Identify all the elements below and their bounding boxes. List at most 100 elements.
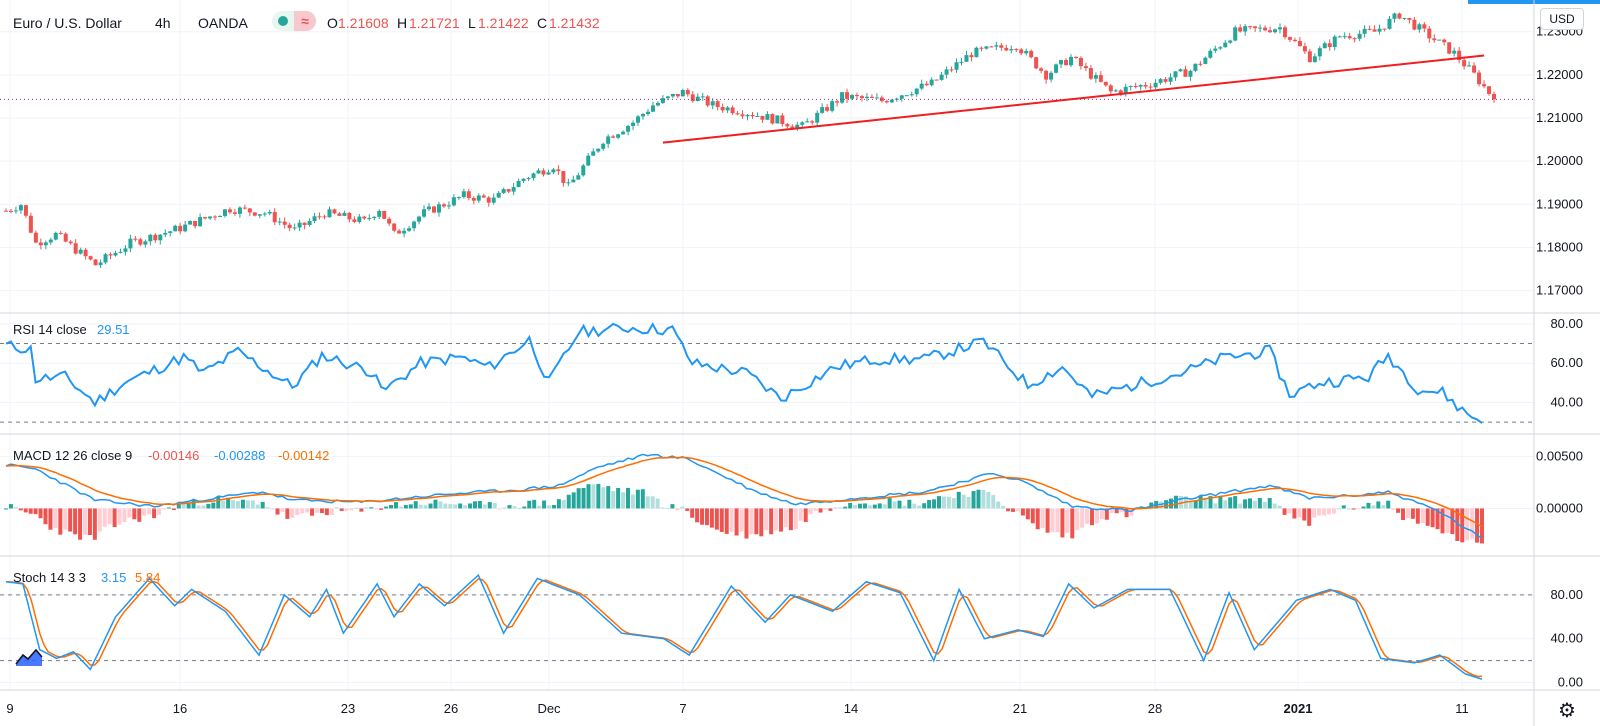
macd-histogram-bar: [586, 484, 591, 509]
candle-body: [1422, 24, 1427, 29]
visibility-toggle[interactable]: ≈: [272, 11, 316, 31]
macd-histogram-bar: [1361, 506, 1366, 509]
candle-body: [436, 204, 441, 213]
macd-histogram-bar: [472, 501, 477, 509]
candle-body: [884, 101, 889, 103]
macd-histogram-bar: [917, 505, 922, 509]
ohlc-high-label: H: [397, 15, 407, 31]
candle-body: [417, 216, 422, 222]
candle-body: [377, 210, 382, 217]
candle-body: [879, 97, 884, 102]
macd-histogram-bar: [23, 508, 28, 513]
candle-body: [1153, 82, 1158, 88]
macd-histogram-bar: [364, 507, 369, 509]
time-axis[interactable]: 9 16 23 26 Dec 7 14 21 28 2021 11: [6, 701, 1468, 716]
macd-histogram-bar: [157, 508, 162, 515]
macd-histogram-bar: [433, 499, 438, 509]
candle-body: [1118, 90, 1123, 94]
macd-histogram-bar: [1011, 508, 1016, 512]
candle-body: [1462, 60, 1467, 67]
macd-histogram-bar: [695, 508, 700, 523]
macd-histogram-bar: [621, 492, 626, 509]
macd-histogram-bar: [537, 505, 542, 509]
candle-body: [1447, 42, 1452, 54]
price-pane[interactable]: [0, 12, 1534, 268]
macd-histogram-bar: [956, 491, 961, 509]
price-axes[interactable]: 1.17000 1.18000 1.19000 1.20000 1.21000 1.220…: [1536, 24, 1583, 690]
candle-body: [1158, 79, 1163, 83]
candle-body: [1492, 93, 1496, 100]
candle-body: [511, 187, 516, 192]
candle-body: [402, 230, 407, 234]
candle-body: [1213, 48, 1218, 51]
time-tick-label: 2021: [1284, 701, 1313, 716]
candle-body: [606, 136, 611, 144]
candle-body: [1402, 17, 1407, 19]
candle-body: [1278, 27, 1283, 30]
ohlc-open-value: 1.21608: [338, 15, 389, 31]
macd-histogram-bar: [310, 508, 315, 516]
macd-histogram-bar: [443, 503, 448, 509]
macd-histogram-bar: [418, 504, 423, 509]
macd-histogram-bar: [166, 507, 171, 509]
macd-pane[interactable]: [4, 453, 1484, 544]
macd-histogram-bar: [1287, 508, 1292, 514]
candle-body: [645, 111, 650, 115]
candle-body: [461, 191, 466, 198]
macd-histogram-bar: [1326, 508, 1331, 515]
candle-body: [78, 249, 83, 254]
candle-body: [1019, 49, 1024, 54]
macd-histogram-bar: [991, 495, 996, 509]
macd-histogram-bar: [73, 508, 78, 535]
candle-body: [1377, 28, 1382, 32]
candle-body: [571, 179, 576, 183]
candle-body: [631, 122, 636, 127]
candle-body: [138, 239, 143, 245]
macd-histogram-bar: [324, 508, 329, 516]
candle-body: [795, 124, 800, 128]
candle-body: [1014, 49, 1019, 51]
candle-body: [1317, 48, 1322, 57]
macd-histogram-bar: [1410, 508, 1415, 519]
candle-body: [899, 95, 904, 99]
currency-badge[interactable]: USD: [1540, 8, 1584, 30]
macd-histogram-bar: [423, 505, 428, 509]
candle-body: [1034, 57, 1039, 69]
macd-histogram-bar: [547, 505, 552, 509]
broker-label: OANDA: [198, 15, 248, 31]
settings-gear-icon[interactable]: ⚙: [1558, 700, 1576, 722]
stoch-pane[interactable]: [0, 573, 1534, 680]
macd-histogram-bar: [996, 501, 1001, 509]
candle-body: [954, 62, 959, 70]
macd-histogram-bar: [1075, 508, 1080, 531]
tradingview-logo-icon[interactable]: [14, 644, 44, 670]
macd-histogram-bar: [670, 504, 675, 509]
macd-histogram-bar: [43, 508, 48, 525]
wave-icon[interactable]: ≈: [294, 11, 316, 31]
macd-histogram-bar: [1030, 508, 1035, 524]
macd-histogram-bar: [117, 508, 122, 525]
macd-histogram-bar: [714, 508, 719, 530]
macd-histogram-bar: [1243, 499, 1248, 509]
candle-body: [805, 121, 810, 123]
candle-body: [680, 89, 685, 97]
candle-body: [934, 79, 939, 81]
macd-histogram-bar: [186, 503, 191, 509]
candle-body: [561, 171, 566, 184]
rsi-pane[interactable]: [0, 322, 1534, 424]
macd-histogram-bar: [176, 504, 181, 509]
candle-body: [785, 124, 790, 127]
eye-dot-icon[interactable]: [272, 11, 294, 31]
candle-body: [994, 45, 999, 47]
candle-body: [705, 96, 710, 106]
macd-histogram-bar: [236, 501, 241, 509]
candle-body: [780, 115, 785, 125]
candle-body: [621, 131, 626, 135]
candle-body: [725, 107, 730, 111]
candle-body: [1068, 56, 1073, 66]
candle-body: [830, 101, 835, 111]
candle-body: [1138, 85, 1143, 87]
macd-histogram-bar: [907, 499, 912, 509]
candle-body: [1282, 27, 1287, 38]
